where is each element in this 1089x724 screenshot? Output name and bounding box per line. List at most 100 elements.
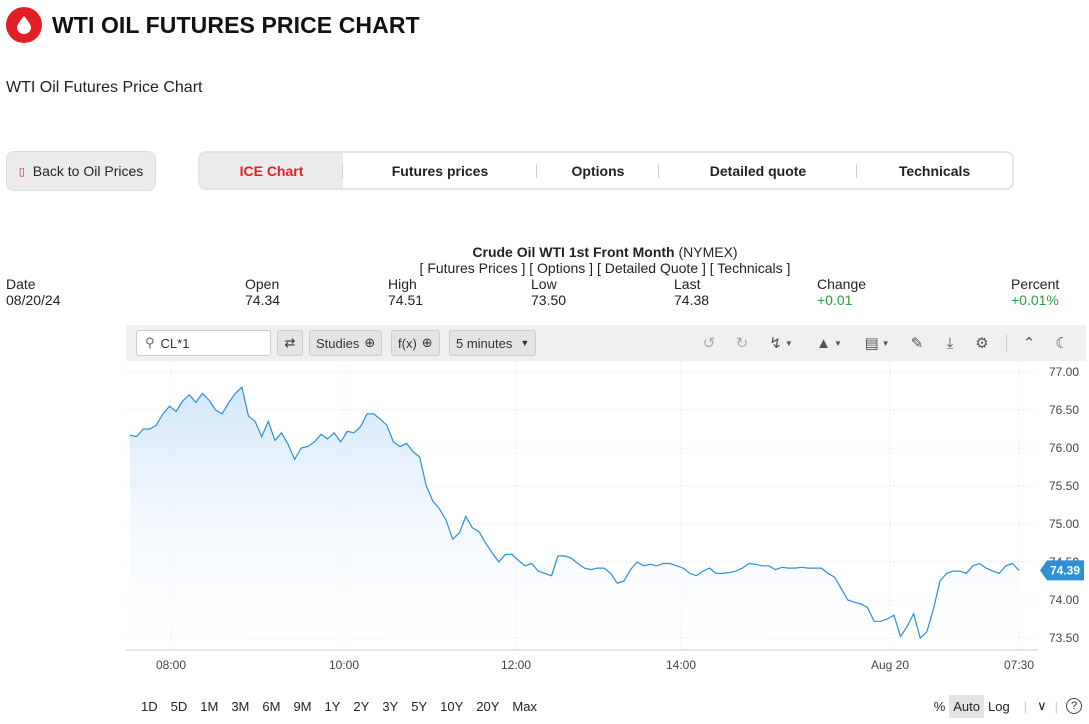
range-20y[interactable]: 20Y xyxy=(476,698,500,714)
stat-low: Low 73.50 xyxy=(531,276,566,308)
range-max[interactable]: Max xyxy=(512,698,537,714)
scale-divider: | xyxy=(1054,698,1058,714)
undo-icon[interactable]: ↺ xyxy=(702,335,716,352)
tab-label: ICE Chart xyxy=(239,162,304,179)
range-1m[interactable]: 1M xyxy=(200,698,219,714)
price-chart[interactable]: 77.0076.5076.0075.5075.0074.5074.0073.50… xyxy=(126,361,1086,693)
stat-value: +0.01 xyxy=(817,292,853,308)
tab-label: Detailed quote xyxy=(709,162,807,179)
stat-value: 74.34 xyxy=(245,292,281,308)
mountain-chart-icon: ▲ xyxy=(816,334,831,352)
events-dropdown[interactable]: ↯ ▼ xyxy=(764,331,798,355)
quote-name: Crude Oil WTI 1st Front Month xyxy=(472,244,675,260)
x-tick-label: 08:00 xyxy=(156,658,186,672)
stat-value: +0.01% xyxy=(1011,292,1059,308)
y-tick-label: 76.00 xyxy=(1049,441,1079,455)
collapse-up-icon[interactable]: ⌃ xyxy=(1022,335,1036,352)
oil-drop-icon xyxy=(6,7,42,43)
quote-exchange: (NYMEX) xyxy=(678,244,738,260)
plus-circle-icon: ⊕ xyxy=(421,335,433,350)
range-10y[interactable]: 10Y xyxy=(440,698,464,714)
gear-icon[interactable]: ⚙ xyxy=(975,335,989,352)
stat-value: 08/20/24 xyxy=(6,292,61,308)
stat-open: Open 74.34 xyxy=(245,276,280,308)
x-tick-label: 07:30 xyxy=(1004,658,1034,672)
symbol-search-input[interactable]: ⚲ CL*1 xyxy=(136,330,271,356)
x-tick-label: 10:00 xyxy=(329,658,359,672)
y-tick-label: 74.00 xyxy=(1049,593,1079,607)
stat-label: Low xyxy=(531,276,557,292)
range-5y[interactable]: 5Y xyxy=(411,698,428,714)
y-tick-label: 76.50 xyxy=(1049,403,1079,417)
interval-label: 5 minutes xyxy=(456,335,513,351)
stat-label: High xyxy=(388,276,417,292)
fx-button[interactable]: f(x) ⊕ xyxy=(391,330,440,356)
studies-label: Studies xyxy=(316,335,360,351)
shuffle-icon: ⇄ xyxy=(284,335,296,350)
scale-divider: | xyxy=(1023,698,1028,714)
dark-mode-icon[interactable]: ☾ xyxy=(1055,335,1069,352)
y-tick-label: 75.50 xyxy=(1049,479,1079,493)
interval-select[interactable]: 5 minutes ▼ xyxy=(449,330,537,356)
stat-label: Percent xyxy=(1011,276,1060,292)
range-3y[interactable]: 3Y xyxy=(382,698,399,714)
stat-label: Last xyxy=(674,276,701,292)
y-tick-label: 73.50 xyxy=(1049,631,1079,645)
back-to-oil-prices-button[interactable]: ▯ Back to Oil Prices xyxy=(6,151,156,191)
stat-label: Change xyxy=(817,276,867,292)
plus-circle-icon: ⊕ xyxy=(364,335,376,350)
chart-toolbar: ⚲ CL*1 ⇄ Studies ⊕ f(x) ⊕ 5 minutes ▼ ↺ … xyxy=(126,325,1086,361)
studies-button[interactable]: Studies ⊕ xyxy=(309,330,383,356)
y-tick-label: 75.00 xyxy=(1049,517,1079,531)
range-9m[interactable]: 9M xyxy=(293,698,312,714)
price-line xyxy=(129,386,1020,640)
help-icon[interactable]: ? xyxy=(1066,698,1082,714)
stat-label: Open xyxy=(245,276,280,292)
x-tick-label: Aug 20 xyxy=(871,658,909,672)
log-scale-button[interactable]: Log xyxy=(988,698,1010,714)
tab-futures-prices[interactable]: Futures prices xyxy=(343,153,537,188)
range-3m[interactable]: 3M xyxy=(231,698,250,714)
price-area xyxy=(130,387,1019,650)
stat-value: 74.38 xyxy=(674,292,710,308)
compare-symbols-button[interactable]: ⇄ xyxy=(277,330,303,356)
pencil-icon[interactable]: ✎ xyxy=(910,335,924,352)
tab-label: Technicals xyxy=(898,162,971,179)
tab-ice-chart[interactable]: ICE Chart xyxy=(200,153,343,188)
range-1d[interactable]: 1D xyxy=(141,698,158,714)
redo-icon[interactable]: ↻ xyxy=(735,335,749,352)
range-2y[interactable]: 2Y xyxy=(353,698,370,714)
range-1y[interactable]: 1Y xyxy=(324,698,341,714)
search-icon: ⚲ xyxy=(145,335,155,350)
stat-high: High 74.51 xyxy=(388,276,423,308)
range-selector: 1D 5D 1M 3M 6M 9M 1Y 2Y 3Y 5Y 10Y 20Y Max xyxy=(126,693,1086,719)
lightning-icon: ↯ xyxy=(769,335,782,352)
stat-value: 74.51 xyxy=(388,292,424,308)
page-subtitle: WTI Oil Futures Price Chart xyxy=(6,79,203,96)
tab-label: Options xyxy=(571,162,625,179)
auto-scale-button[interactable]: Auto xyxy=(949,694,984,718)
display-dropdown[interactable]: ▤ ▼ xyxy=(860,331,894,355)
tab-technicals[interactable]: Technicals xyxy=(857,153,1012,188)
chart-type-dropdown[interactable]: ▲ ▼ xyxy=(812,331,846,355)
oil-drop-icon: ▯ xyxy=(18,165,25,178)
range-6m[interactable]: 6M xyxy=(262,698,281,714)
y-tick-label: 77.00 xyxy=(1049,365,1079,379)
last-price-badge xyxy=(1040,560,1084,581)
caret-down-icon: ▼ xyxy=(833,338,842,348)
stat-percent: Percent +0.01% xyxy=(1011,276,1059,308)
tab-label: Futures prices xyxy=(391,162,489,179)
double-chevron-down-icon[interactable]: ∨ xyxy=(1037,698,1047,713)
last-price-marker: 74.39 xyxy=(1040,560,1084,581)
range-5d[interactable]: 5D xyxy=(170,698,188,714)
scale-options: % Auto Log | ∨ | ? xyxy=(934,693,1086,719)
percent-scale-button[interactable]: % xyxy=(933,698,946,714)
stat-date: Date 08/20/24 xyxy=(6,276,61,308)
tab-options[interactable]: Options xyxy=(537,153,659,188)
tab-detailed-quote[interactable]: Detailed quote xyxy=(659,153,857,188)
page-header: WTI OIL FUTURES PRICE CHART xyxy=(6,7,420,43)
download-icon[interactable]: ⤓ xyxy=(946,334,954,352)
quote-links[interactable]: [ Futures Prices ] [ Options ] [ Detaile… xyxy=(419,260,791,276)
quote-title: Crude Oil WTI 1st Front Month (NYMEX) xyxy=(0,244,1089,260)
chart-tabs: ICE Chart Futures prices Options Detaile… xyxy=(198,151,1014,190)
